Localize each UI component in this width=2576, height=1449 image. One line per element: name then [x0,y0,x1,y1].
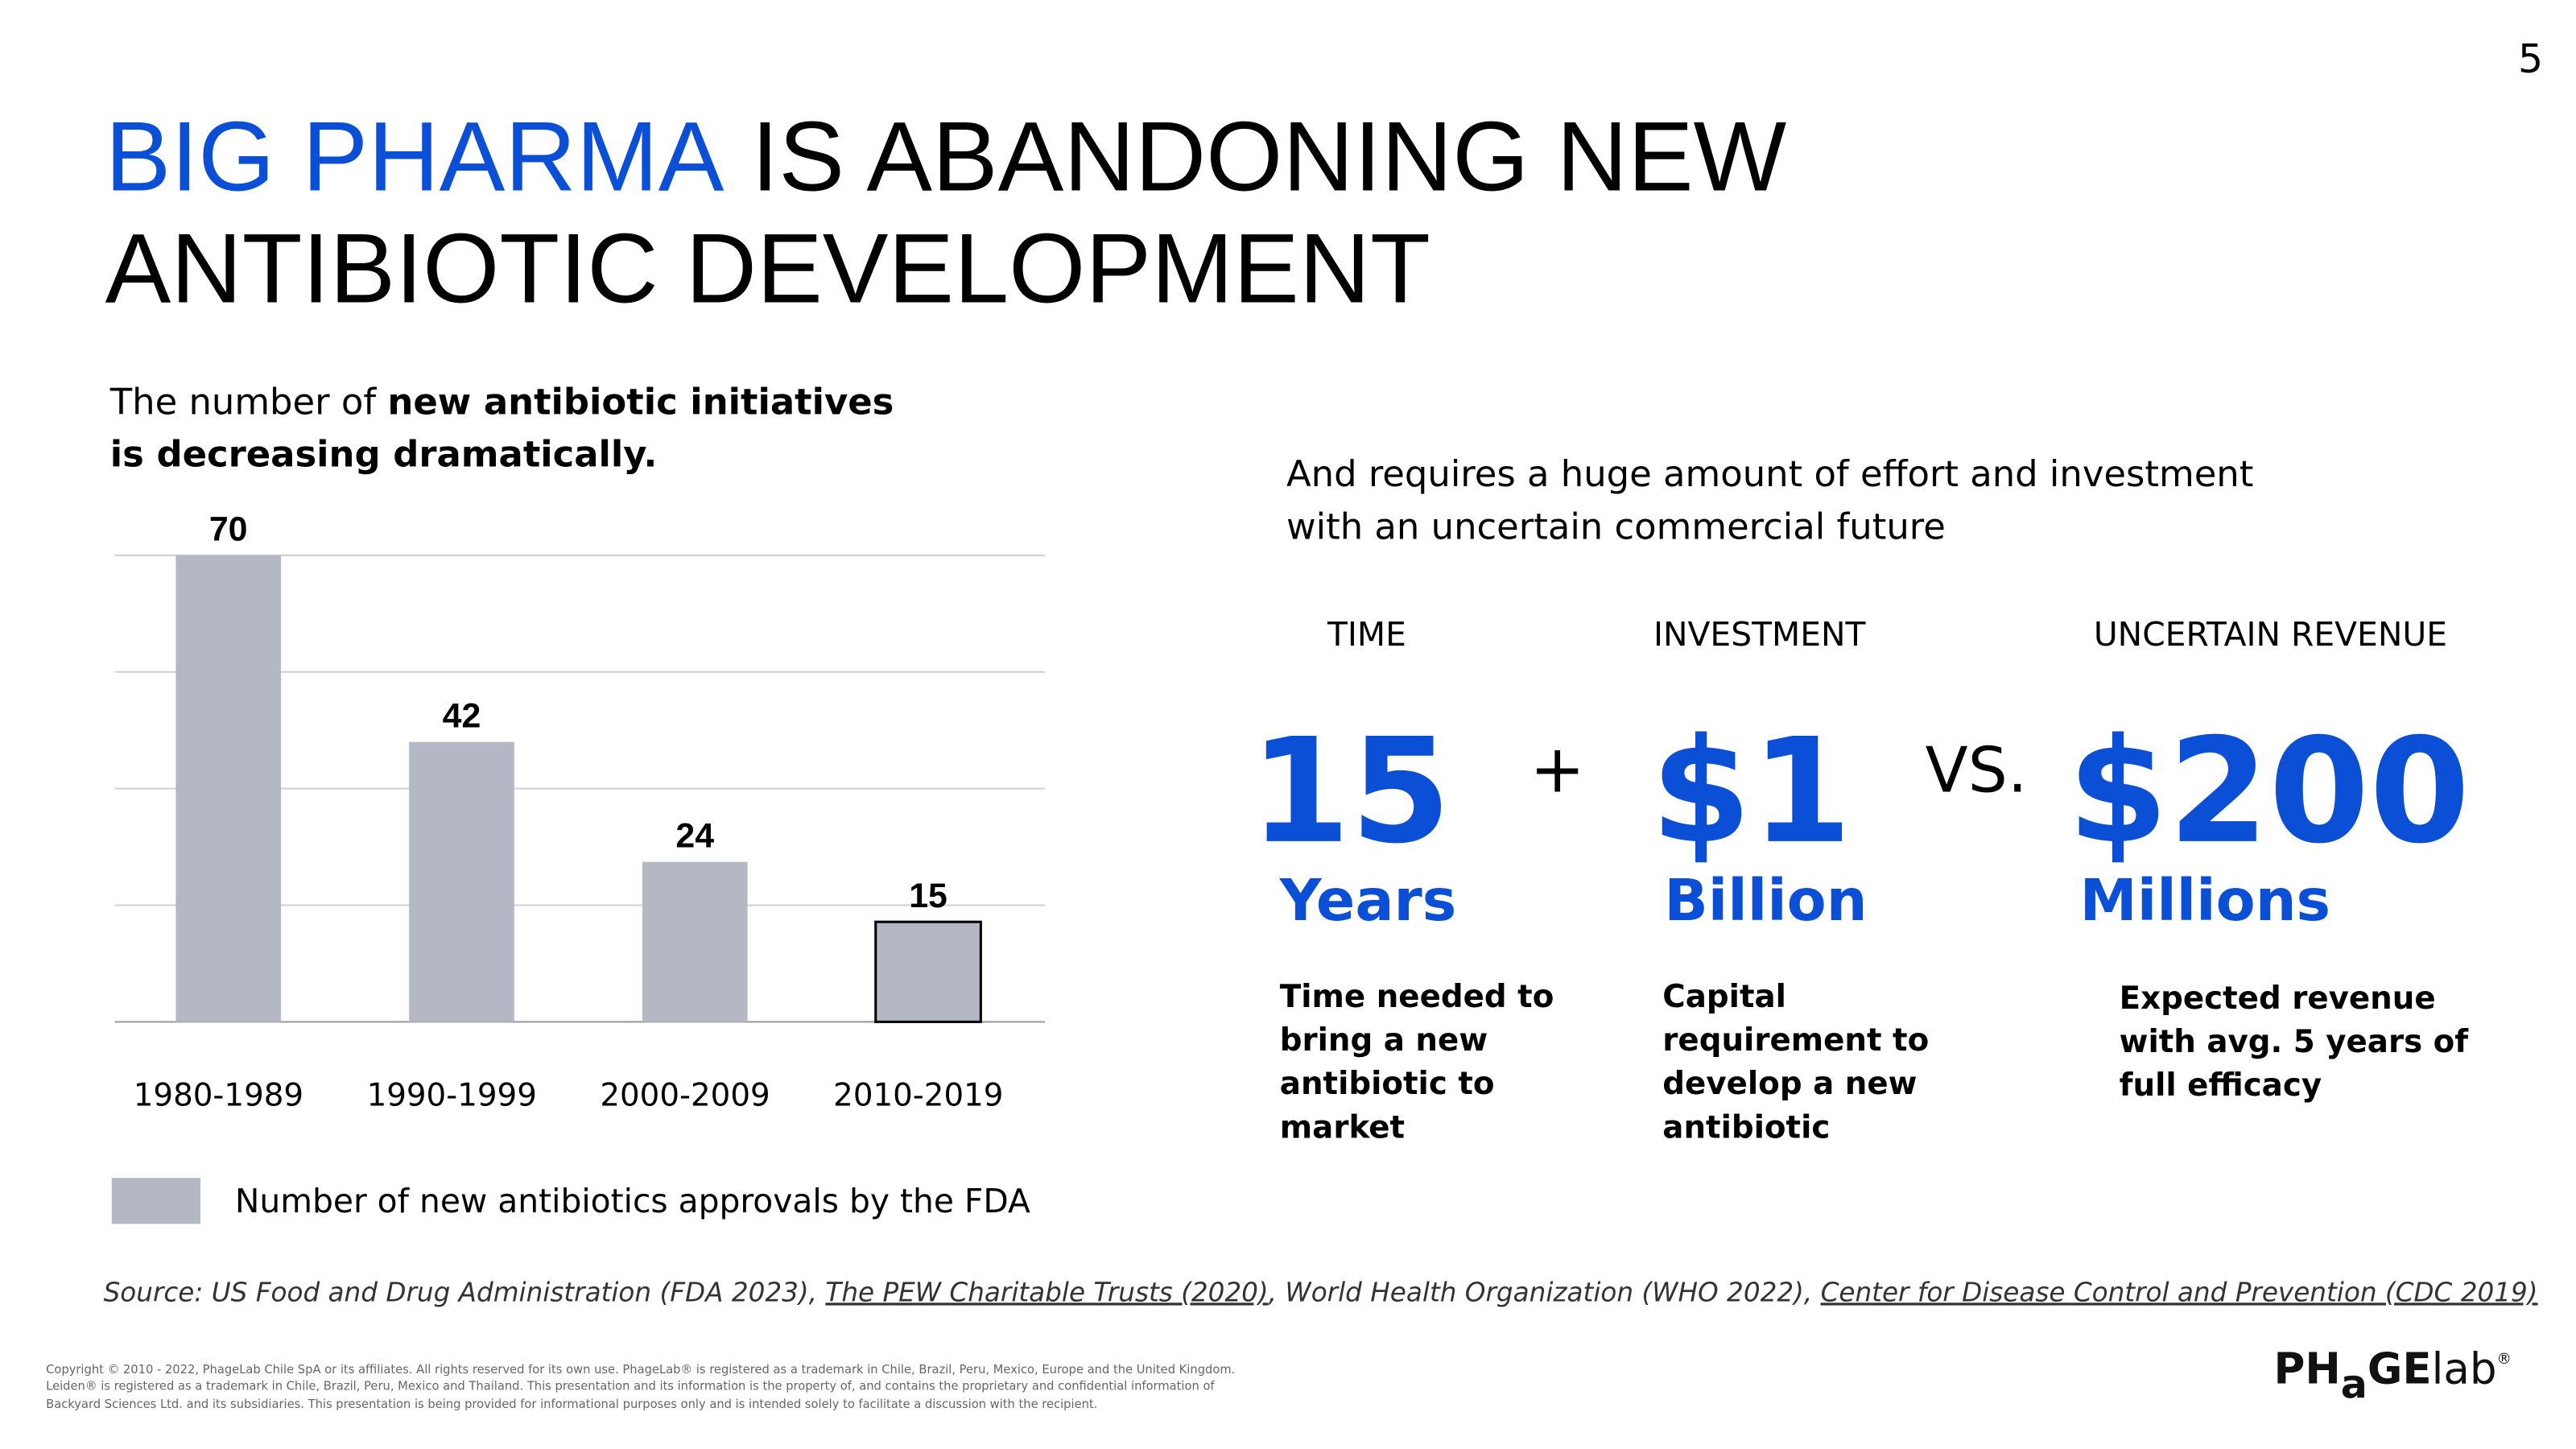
metric-description: Time needed to [1280,979,1554,1015]
metric-description: Expected revenue [2120,980,2436,1017]
bar [874,920,982,1023]
bar [409,741,514,1022]
logo-mark: ® [2497,1351,2512,1368]
metric-description: bring a new [1280,1022,1488,1059]
bar [642,861,748,1022]
metric-figure: $200 [2067,708,2470,876]
logo-part: PH [2273,1344,2340,1393]
metric-description: requirement to [1662,1022,1929,1059]
metric-figure: $1 [1651,708,1852,876]
data-label: 42 [443,696,481,735]
intro-text: The number of new antibiotic initiatives [109,380,894,423]
x-tick-label: 2010-2019 [833,1077,1003,1113]
source-link[interactable]: Center for Disease Control and Preventio… [1821,1277,2538,1307]
copyright: Backyard Sciences Ltd. and its subsidiar… [46,1397,1097,1411]
legend-swatch [111,1178,200,1224]
logo: PHaGElab® [2273,1344,2511,1407]
metric-description: antibiotic [1662,1109,1830,1146]
title-line: BIG PHARMA IS ABANDONING NEW [105,101,1787,212]
intro-bold: is decreasing dramatically. [110,433,658,476]
metric-unit: Billion [1664,867,1867,934]
metric-unit: Years [1279,867,1456,934]
data-label: 24 [675,816,714,855]
operator: + [1530,732,1584,808]
metric-description: market [1280,1109,1405,1146]
metric-description: with avg. 5 years of [2120,1024,2470,1060]
copyright: Copyright © 2010 - 2022, PhageLab Chile … [46,1363,1235,1377]
logo-part: GE [2368,1344,2432,1393]
right-intro: And requires a huge amount of effort and… [1286,452,2253,495]
source-link[interactable]: The PEW Charitable Trusts (2020) [825,1277,1268,1307]
metric-description: antibiotic to [1280,1066,1495,1102]
source-text: , World Health Organization (WHO 2022), [1269,1277,1821,1307]
copyright: Leiden® is registered as a trademark in … [46,1380,1215,1393]
data-label: 15 [909,877,947,915]
intro-plain: The number of [109,380,388,423]
metric-unit: Millions [2080,867,2330,934]
operator: VS. [1926,735,2028,807]
title-highlight: BIG PHARMA [105,101,724,212]
page-number: 5 [2518,36,2543,82]
intro-bold: new antibiotic initiatives [387,380,894,423]
title-line: ANTIBIOTIC DEVELOPMENT [105,213,1430,324]
bar [175,555,281,1022]
metric-figure: 15 [1250,708,1451,876]
right-intro: with an uncertain commercial future [1286,505,1946,547]
metric-label: INVESTMENT [1653,615,1867,654]
logo-part: lab [2432,1344,2497,1393]
metric-description: Capital [1662,979,1786,1015]
source: Source: US Food and Drug Administration … [104,1277,2538,1307]
x-tick-label: 1990-1999 [367,1077,537,1113]
metric-description: full efficacy [2120,1067,2322,1104]
title-text: IS ABANDONING NEW [724,101,1786,212]
x-tick-label: 1980-1989 [134,1077,303,1113]
bar-chart: 70 42 24 15 Number of new antibiotics approv… [111,510,1045,1224]
source-text: Source: US Food and Drug Administration … [104,1277,826,1307]
metric-description: develop a new [1662,1066,1917,1102]
data-label: 70 [209,510,248,548]
logo-part: a [2341,1362,2368,1408]
descriptions: Time needed to bring a new antibiotic to ma… [1280,979,2469,1146]
metric-label: TIME [1327,615,1406,654]
x-tick-label: 2000-2009 [600,1077,770,1113]
metric-label: UNCERTAIN REVENUE [2094,615,2447,654]
legend-label: Number of new antibiotics approvals by t… [235,1182,1030,1220]
